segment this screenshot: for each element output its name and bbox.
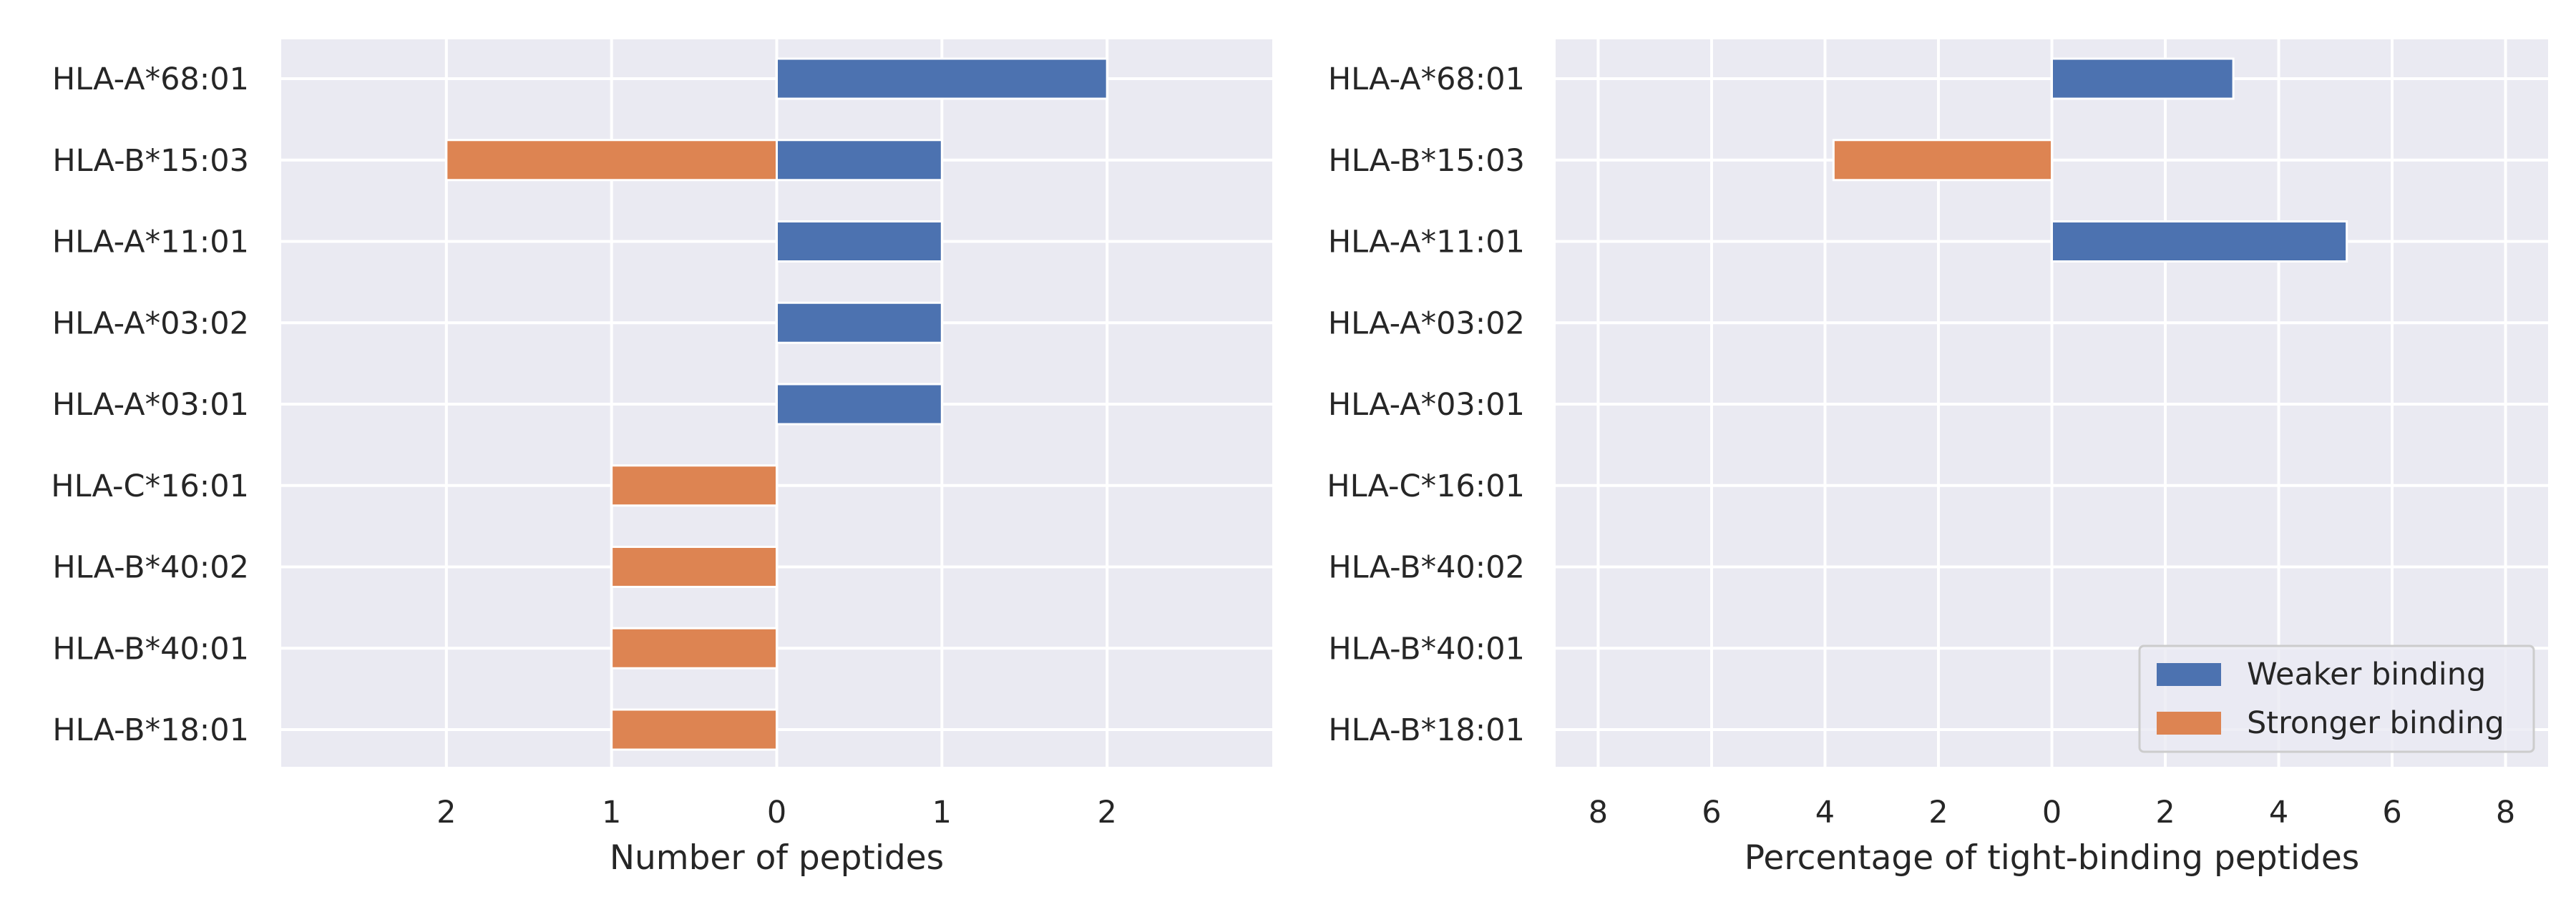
stronger-binding-bar (445, 139, 778, 182)
x-tick-label: 8 (2496, 795, 2515, 830)
y-tick-label: HLA-A*03:02 (1328, 305, 1525, 341)
weaker-binding-bar (776, 383, 943, 426)
x-tick-label: 2 (1097, 795, 1116, 830)
legend-label: Weaker binding (2247, 657, 2486, 692)
weaker-binding-bar (2051, 220, 2348, 263)
x-tick-label: 2 (1928, 795, 1948, 830)
stronger-binding-bar (610, 627, 779, 670)
x-tick-label: 0 (2042, 795, 2062, 830)
x-tick-label: 2 (2155, 795, 2175, 830)
x-tick-label: 4 (1815, 795, 1835, 830)
x-tick-label: 6 (1702, 795, 1721, 830)
x-tick-label: 0 (767, 795, 786, 830)
y-tick-label: HLA-B*15:03 (1328, 143, 1525, 179)
x-tick-label: 8 (1589, 795, 1608, 830)
y-tick-label: HLA-A*11:01 (1328, 225, 1525, 260)
weaker-binding-bar (776, 139, 943, 182)
legend-label: Stronger binding (2247, 705, 2504, 741)
y-tick-label: HLA-A*03:01 (1328, 387, 1525, 423)
weaker-binding-bar (2051, 57, 2235, 100)
legend-swatch (2157, 712, 2221, 735)
legend: Weaker binding Stronger binding (2138, 644, 2535, 753)
x-tick-label: 1 (932, 795, 952, 830)
x-axis-title: Percentage of tight-binding peptides (1745, 838, 2360, 878)
y-tick-label: HLA-B*18:01 (1328, 712, 1525, 748)
weaker-binding-bar (776, 220, 943, 263)
legend-swatch (2157, 663, 2221, 686)
y-tick-label: HLA-A*03:01 (52, 387, 249, 423)
left-chart-panel: HLA-A*68:01 HLA-B*15:03 HLA-A*11:01 HLA-A*0… (51, 39, 1272, 878)
y-tick-label: HLA-A*68:01 (52, 62, 249, 97)
y-tick-label: HLA-B*15:03 (52, 143, 249, 179)
stronger-binding-bar (1832, 139, 2054, 182)
stronger-binding-bar (610, 546, 779, 588)
y-tick-label: HLA-C*16:01 (1327, 469, 1525, 504)
legend-box (2138, 644, 2535, 753)
y-tick-label: HLA-B*40:01 (52, 631, 249, 667)
x-tick-label: 1 (602, 795, 621, 830)
y-tick-label: HLA-A*03:02 (52, 305, 249, 341)
y-tick-label: HLA-C*16:01 (51, 469, 249, 504)
y-tick-label: HLA-B*40:02 (1328, 550, 1525, 586)
stronger-binding-bar (610, 708, 779, 751)
y-tick-label: HLA-A*11:01 (52, 225, 249, 260)
x-axis-title: Number of peptides (610, 838, 944, 878)
y-tick-label: HLA-B*40:01 (1328, 631, 1525, 667)
x-tick-label: 4 (2269, 795, 2288, 830)
weaker-binding-bar (776, 57, 1108, 100)
x-tick-label: 6 (2382, 795, 2401, 830)
stronger-binding-bar (610, 464, 779, 507)
weaker-binding-bar (776, 301, 943, 344)
x-tick-label: 2 (436, 795, 456, 830)
y-tick-label: HLA-B*18:01 (52, 712, 249, 748)
y-tick-label: HLA-B*40:02 (52, 550, 249, 586)
y-tick-label: HLA-A*68:01 (1328, 62, 1525, 97)
